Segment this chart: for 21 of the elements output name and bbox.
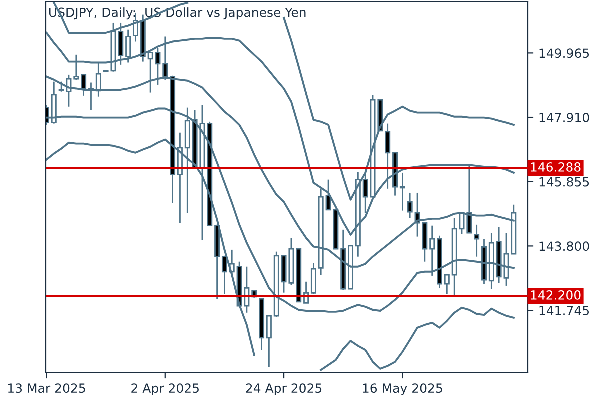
y-tick-label: 141.745 — [540, 306, 590, 316]
candlestick — [444, 274, 450, 295]
ref-line-label: 146.288 — [531, 162, 581, 172]
ref-line-label: 142.200 — [531, 290, 581, 300]
x-tick-label: 24 Apr 2025 — [246, 384, 322, 396]
y-tick-label: 145.855 — [540, 177, 590, 187]
x-tick-label: 16 May 2025 — [363, 384, 442, 396]
x-tick-label: 13 Mar 2025 — [8, 384, 86, 394]
x-tick-label: 2 Apr 2025 — [132, 384, 199, 396]
candlestick — [266, 314, 272, 368]
candlestick — [430, 225, 436, 277]
y-tick-label: 149.965 — [540, 48, 590, 58]
y-tick-label: 143.800 — [540, 242, 590, 252]
y-tick-label: 147.910 — [540, 113, 590, 122]
candlestick — [385, 123, 391, 190]
candlestick — [58, 81, 64, 93]
candlestick — [407, 192, 413, 219]
candlestick — [74, 54, 80, 81]
candlestick — [222, 255, 228, 295]
candlestick — [474, 224, 480, 258]
candlestick — [400, 172, 406, 212]
